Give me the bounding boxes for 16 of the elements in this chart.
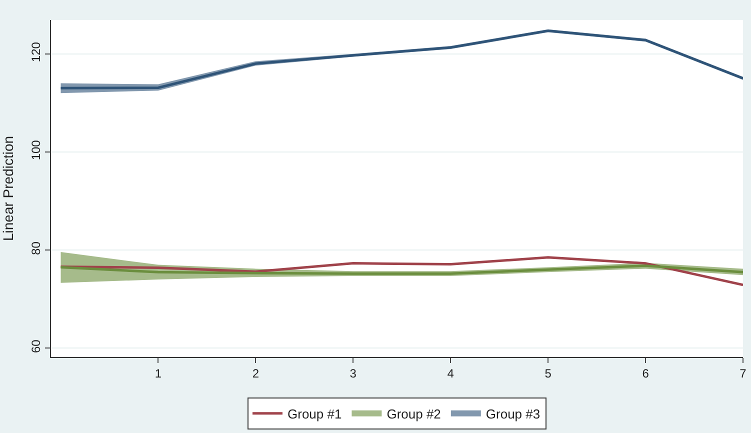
legend-label: Group #3 (486, 406, 540, 422)
x-tick-label: 6 (642, 366, 650, 380)
x-tick-label: 3 (350, 366, 357, 380)
y-tick-label: 120 (29, 42, 44, 62)
y-tick-label: 60 (29, 339, 44, 354)
y-tick-label: 80 (29, 241, 44, 255)
line-series (60, 264, 743, 275)
x-tick-label: 4 (447, 366, 454, 380)
y-tick-label: 100 (29, 140, 44, 160)
x-tick-label: 1 (154, 366, 162, 380)
legend-label: Group #2 (386, 406, 441, 422)
x-tick-label: 2 (252, 366, 260, 380)
x-tick-label: 7 (740, 366, 747, 380)
legend-label: Group #1 (288, 406, 342, 422)
x-tick-label: 5 (544, 366, 552, 380)
y-axis-title: Linear Prediction (0, 136, 16, 242)
